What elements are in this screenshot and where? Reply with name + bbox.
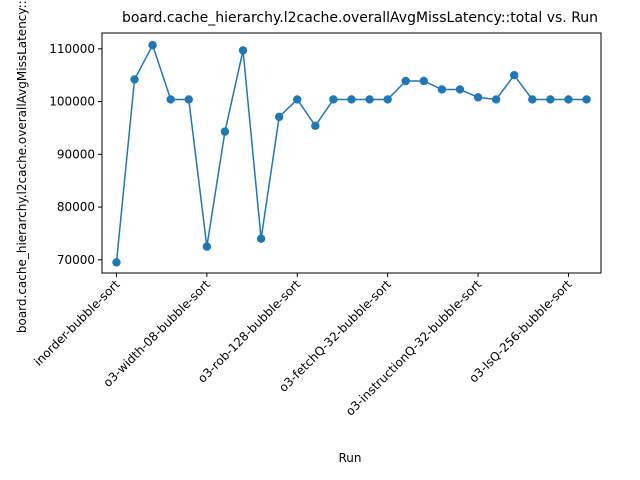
data-point	[220, 127, 230, 136]
data-point	[473, 93, 483, 102]
data-point	[419, 76, 429, 86]
data-point	[582, 95, 591, 104]
data-point	[130, 75, 139, 84]
data-point	[184, 95, 193, 104]
data-point	[329, 95, 338, 104]
y-tick-label: 100000	[49, 95, 95, 109]
data-point	[202, 242, 212, 251]
data-point	[238, 46, 248, 55]
data-point	[491, 95, 501, 104]
data-point	[293, 95, 302, 104]
data-point	[401, 76, 410, 86]
y-axis: 70000 80000 90000 100000 110000	[49, 42, 102, 267]
data-point	[510, 70, 519, 80]
x-tick-label: o3-lsQ-256-bubble-sort	[466, 277, 574, 385]
data-point	[564, 95, 573, 104]
data-point	[546, 95, 555, 104]
data-point	[112, 258, 121, 267]
data-point	[455, 85, 465, 94]
y-tick-label: 80000	[57, 200, 95, 214]
chart-title: board.cache_hierarchy.l2cache.overallAvg…	[122, 10, 598, 26]
plot-frame	[101, 32, 602, 274]
x-tick-label: o3-rob-128-bubble-sort	[195, 277, 304, 386]
y-tick-label: 110000	[49, 42, 95, 56]
x-tick-label: inorder-bubble-sort	[31, 277, 123, 369]
x-tick-label: o3-width-08-bubble-sort	[101, 277, 214, 390]
y-axis-label: board.cache_hierarchy.l2cache.overallAvg…	[15, 0, 29, 333]
data-point	[437, 85, 447, 94]
y-tick-label: 90000	[57, 147, 95, 161]
y-tick-label: 70000	[57, 253, 95, 267]
data-point	[274, 112, 284, 122]
data-point	[256, 234, 266, 243]
data-point	[383, 95, 392, 104]
data-point	[311, 121, 320, 131]
x-axis-label: Run	[338, 451, 361, 465]
data-point	[148, 40, 157, 50]
data-point	[528, 95, 537, 104]
x-axis: inorder-bubble-sorto3-width-08-bubble-so…	[31, 273, 575, 418]
data-point	[365, 95, 374, 104]
data-point	[166, 95, 175, 104]
data-point	[347, 95, 356, 104]
series	[112, 40, 591, 267]
